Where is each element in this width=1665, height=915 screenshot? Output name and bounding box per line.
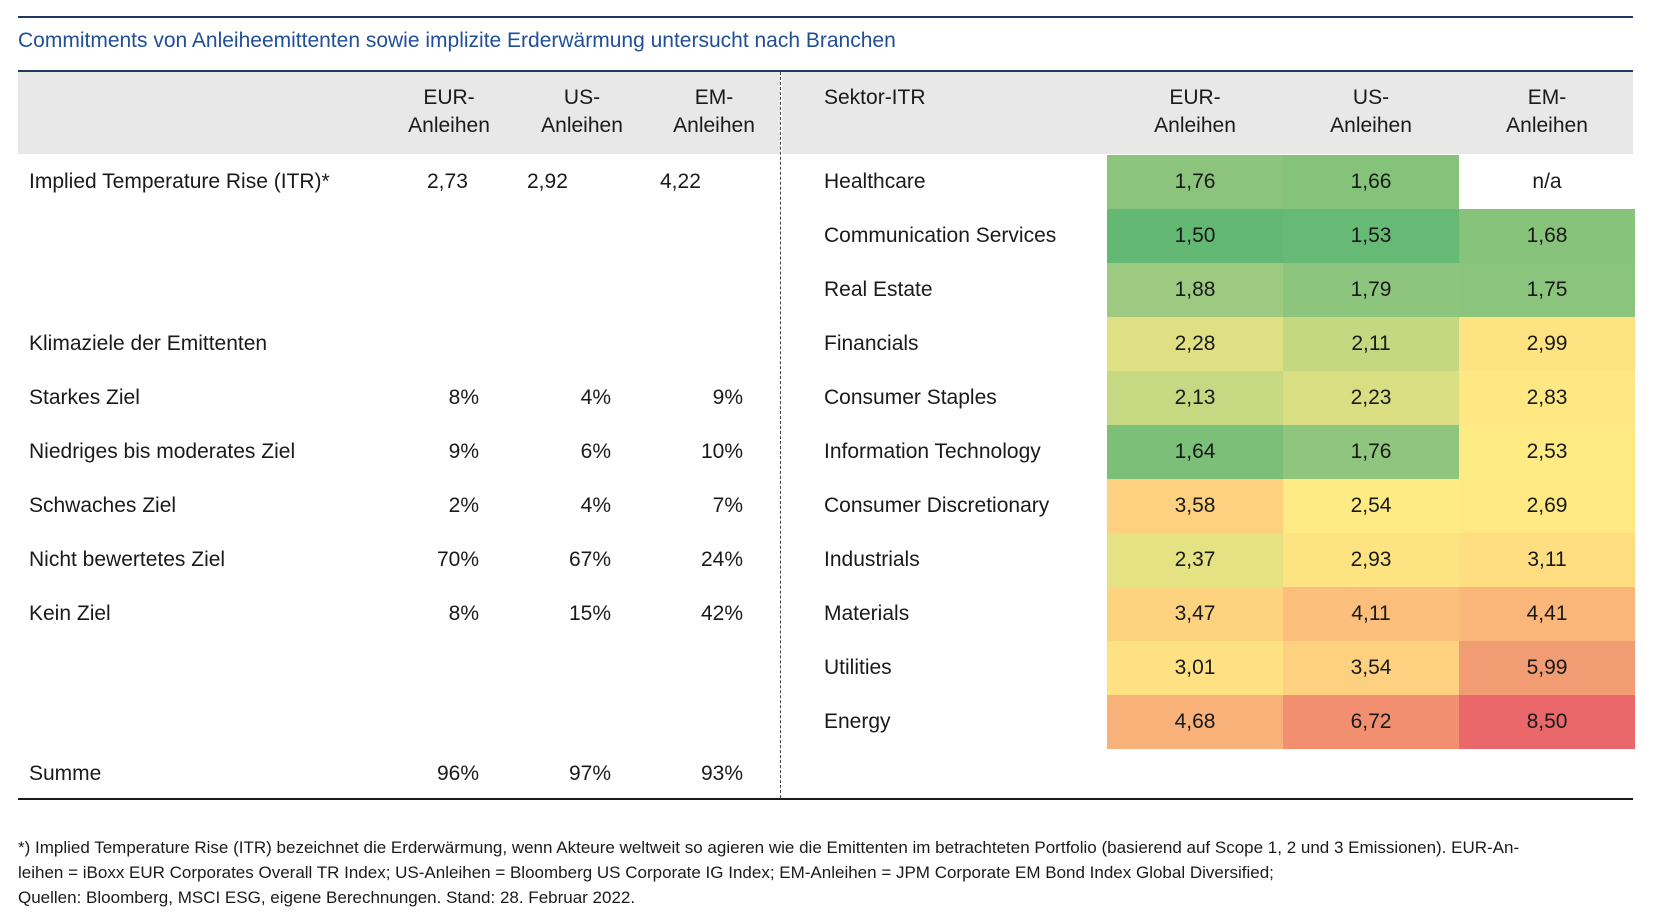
heatmap-cell: 2,83: [1459, 371, 1635, 425]
target-row-value: 70%: [436, 548, 479, 571]
heatmap-cell: 2,23: [1283, 371, 1459, 425]
target-row-value: 24%: [700, 548, 743, 571]
section-label: Klimaziele der Emittenten: [29, 332, 268, 355]
heatmap-cell: 2,93: [1283, 533, 1459, 587]
target-row-value: 6%: [580, 440, 611, 463]
heatmap-cell: 3,54: [1283, 641, 1459, 695]
heatmap-cell: 1,68: [1459, 209, 1635, 263]
target-row-value: 4%: [580, 386, 611, 409]
heatmap-cell: 4,11: [1283, 587, 1459, 641]
left-header-us: US- Anleihen: [541, 86, 623, 137]
target-row-value: 8%: [448, 602, 479, 625]
top-rule: [18, 16, 1633, 18]
target-row-value: 15%: [568, 602, 611, 625]
target-row-label: Starkes Ziel: [29, 386, 140, 409]
right-header-band: [782, 72, 1633, 154]
sector-label: Consumer Discretionary: [824, 494, 1050, 517]
heatmap-cell: 1,50: [1107, 209, 1283, 263]
sector-label: Utilities: [824, 656, 892, 679]
heatmap-cell: 4,68: [1107, 695, 1283, 749]
heatmap-cell: 3,58: [1107, 479, 1283, 533]
heatmap-cell: 2,28: [1107, 317, 1283, 371]
target-row-value: 9%: [448, 440, 479, 463]
heatmap-cell: 1,88: [1107, 263, 1283, 317]
heatmap-cell: 1,75: [1459, 263, 1635, 317]
heatmap-cell: 3,11: [1459, 533, 1635, 587]
sector-label: Healthcare: [824, 170, 926, 193]
target-row-label: Niedriges bis moderates Ziel: [29, 440, 296, 463]
itr-value-eur: 2,73: [427, 170, 468, 193]
heatmap-cell: 1,79: [1283, 263, 1459, 317]
heatmap-cell: 1,66: [1283, 155, 1459, 209]
itr-value-us: 2,92: [527, 170, 568, 193]
heatmap-cell: n/a: [1459, 155, 1635, 209]
right-header-eur: EUR- Anleihen: [1154, 86, 1236, 137]
heatmap-cell: 8,50: [1459, 695, 1635, 749]
sum-value-eur: 96%: [436, 762, 479, 785]
target-row-label: Nicht bewertetes Ziel: [29, 548, 226, 571]
heatmap-cell: 1,53: [1283, 209, 1459, 263]
target-row-value: 7%: [712, 494, 743, 517]
heatmap-cell: 5,99: [1459, 641, 1635, 695]
sektor-itr-header: Sektor-ITR: [824, 86, 926, 109]
heatmap-cell: 1,76: [1107, 155, 1283, 209]
sum-value-em: 93%: [700, 762, 743, 785]
sector-label: Materials: [824, 602, 910, 625]
footnote: *) Implied Temperature Rise (ITR) bezeic…: [18, 835, 1648, 910]
target-row-value: 8%: [448, 386, 479, 409]
header-rule: [18, 70, 1633, 72]
heatmap-cell: 2,69: [1459, 479, 1635, 533]
itr-value-em: 4,22: [660, 170, 701, 193]
heatmap-cell: 2,54: [1283, 479, 1459, 533]
heatmap-cell: 2,37: [1107, 533, 1283, 587]
left-header-band: [18, 72, 780, 154]
heatmap-cell: 2,53: [1459, 425, 1635, 479]
column-separator: [780, 72, 781, 798]
target-row-value: 4%: [580, 494, 611, 517]
right-header-em: EM- Anleihen: [1506, 86, 1588, 137]
sector-label: Consumer Staples: [824, 386, 997, 409]
target-row-value: 2%: [448, 494, 479, 517]
itr-row-label: Implied Temperature Rise (ITR)*: [29, 170, 330, 193]
sector-label: Financials: [824, 332, 919, 355]
target-row-label: Schwaches Ziel: [29, 494, 177, 517]
heatmap-cell: 2,99: [1459, 317, 1635, 371]
heatmap-cell: 6,72: [1283, 695, 1459, 749]
sector-label: Information Technology: [824, 440, 1041, 463]
target-row-value: 42%: [700, 602, 743, 625]
target-row-value: 9%: [712, 386, 743, 409]
heatmap-cell: 1,64: [1107, 425, 1283, 479]
sector-label: Real Estate: [824, 278, 933, 301]
sector-label: Energy: [824, 710, 891, 733]
target-row-label: Kein Ziel: [29, 602, 111, 625]
heatmap-cell: 1,76: [1283, 425, 1459, 479]
bottom-rule: [18, 798, 1633, 800]
sum-value-us: 97%: [568, 762, 611, 785]
target-row-value: 67%: [568, 548, 611, 571]
right-header-us: US- Anleihen: [1330, 86, 1412, 137]
chart-title: Commitments von Anleiheemittenten sowie …: [18, 29, 896, 52]
sector-label: Industrials: [824, 548, 920, 571]
target-row-value: 10%: [700, 440, 743, 463]
footnote-line-1: *) Implied Temperature Rise (ITR) bezeic…: [18, 838, 1520, 857]
left-header-eur: EUR- Anleihen: [408, 86, 490, 137]
footnote-line-2: leihen = iBoxx EUR Corporates Overall TR…: [18, 863, 1274, 882]
sector-label: Communication Services: [824, 224, 1057, 247]
heatmap-cell: 3,47: [1107, 587, 1283, 641]
heatmap-cell: 2,11: [1283, 317, 1459, 371]
footnote-line-3: Quellen: Bloomberg, MSCI ESG, eigene Ber…: [18, 888, 636, 907]
heatmap-cell: 4,41: [1459, 587, 1635, 641]
heatmap-cell: 2,13: [1107, 371, 1283, 425]
heatmap-cell: 3,01: [1107, 641, 1283, 695]
left-header-em: EM- Anleihen: [673, 86, 755, 137]
sum-row-label: Summe: [29, 762, 102, 785]
